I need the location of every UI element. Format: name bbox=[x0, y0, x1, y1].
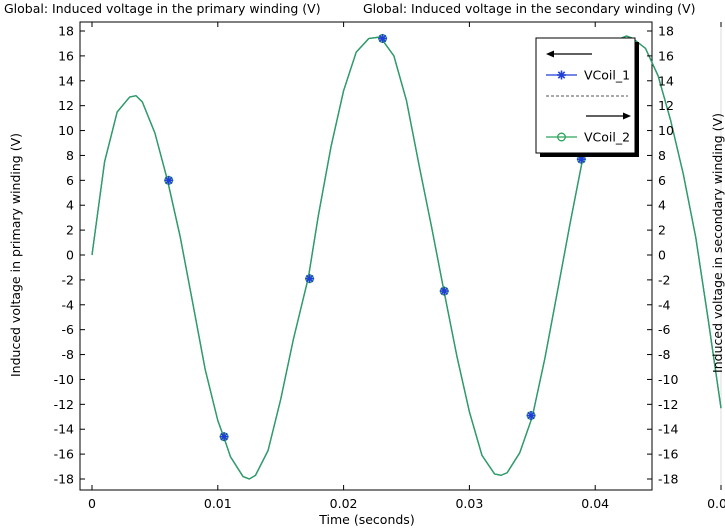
marker-vcoil-1 bbox=[219, 432, 229, 442]
star-marker-icon bbox=[557, 70, 566, 80]
y-tick-label-left: -6 bbox=[62, 322, 75, 337]
y-tick-label-left: 8 bbox=[66, 148, 74, 163]
y-tick-label-left: -2 bbox=[62, 272, 74, 287]
x-tick-label: 0 bbox=[88, 496, 96, 511]
y-tick-label-right: -4 bbox=[658, 297, 671, 312]
y-tick-label-left: -12 bbox=[54, 397, 74, 412]
marker-vcoil-1 bbox=[305, 274, 315, 284]
y-tick-label-left: 14 bbox=[58, 73, 74, 88]
x-tick-label: 0.04 bbox=[581, 496, 609, 511]
chart-title-primary: Global: Induced voltage in the primary w… bbox=[4, 1, 321, 16]
arrow-right-icon bbox=[586, 112, 631, 120]
x-axis: 0 0.01 0.02 0.03 0.04 0.05 bbox=[88, 22, 725, 511]
chart-title-secondary: Global: Induced voltage in the secondary… bbox=[363, 1, 695, 16]
marker-vcoil-1 bbox=[526, 411, 536, 421]
y-tick-label-left: -14 bbox=[54, 422, 74, 437]
legend-label-vcoil-1: VCoil_1 bbox=[584, 68, 630, 83]
y-tick-label-right: 8 bbox=[658, 148, 666, 163]
y-tick-label-right: 18 bbox=[658, 24, 674, 39]
y-tick-label-left: 0 bbox=[66, 248, 74, 263]
y-tick-label-right: 6 bbox=[658, 173, 666, 188]
y-tick-label-right: -2 bbox=[658, 272, 670, 287]
y-tick-label-left: 10 bbox=[58, 123, 74, 138]
y-tick-label-left: 4 bbox=[66, 198, 74, 213]
y-tick-label-right: 16 bbox=[658, 48, 674, 63]
x-tick-label: 0.01 bbox=[204, 496, 232, 511]
y-tick-label-left: -18 bbox=[54, 472, 74, 487]
legend-label-vcoil-2: VCoil_2 bbox=[584, 130, 630, 145]
y-tick-label-right: -6 bbox=[658, 322, 671, 337]
y-tick-label-left: -16 bbox=[54, 447, 74, 462]
y-axis-left: -18 -16 -14 -12 -10 -8 -6 -4 -2 0 2 4 6 8 10 12 14 16 18 bbox=[54, 24, 85, 487]
y-axis-right: -18 -16 -14 -12 -10 -8 -6 -4 -2 0 2 4 6 8 10 12 14 16 18 bbox=[647, 24, 678, 487]
y-axis-label-right: Induced voltage in secondary winding (V) bbox=[710, 113, 725, 373]
y-tick-label-right: 14 bbox=[658, 73, 674, 88]
x-axis-label: Time (seconds) bbox=[318, 512, 414, 527]
y-tick-label-left: -10 bbox=[54, 372, 74, 387]
y-tick-label-left: 2 bbox=[66, 223, 74, 238]
circle-marker-icon bbox=[557, 132, 566, 142]
marker-vcoil-1 bbox=[576, 154, 586, 164]
y-tick-label-right: -16 bbox=[658, 447, 678, 462]
marker-vcoil-1 bbox=[439, 286, 449, 296]
y-tick-label-right: -12 bbox=[658, 397, 678, 412]
y-tick-label-left: 6 bbox=[66, 173, 74, 188]
y-tick-label-left: 16 bbox=[58, 48, 74, 63]
legend: VCoil_1 VCoil_2 bbox=[535, 37, 639, 157]
marker-vcoil-1 bbox=[164, 175, 174, 185]
y-tick-label-left: -8 bbox=[62, 347, 75, 362]
y-tick-label-right: -8 bbox=[658, 347, 671, 362]
y-tick-label-left: 18 bbox=[58, 24, 74, 39]
y-tick-label-right: 10 bbox=[658, 123, 674, 138]
y-tick-label-right: 0 bbox=[658, 248, 666, 263]
y-tick-label-right: -10 bbox=[658, 372, 678, 387]
arrow-left-icon bbox=[546, 50, 592, 58]
x-tick-label: 0.02 bbox=[330, 496, 358, 511]
y-tick-label-left: 12 bbox=[58, 98, 74, 113]
y-axis-label-left: Induced voltage in primary winding (V) bbox=[8, 133, 23, 377]
marker-vcoil-1 bbox=[378, 33, 388, 43]
y-tick-label-right: 2 bbox=[658, 223, 666, 238]
x-tick-label: 0.03 bbox=[455, 496, 483, 511]
y-tick-label-right: 4 bbox=[658, 198, 666, 213]
y-tick-label-right: -14 bbox=[658, 422, 678, 437]
x-tick-label: 0.05 bbox=[707, 496, 725, 511]
y-tick-label-left: -4 bbox=[62, 297, 75, 312]
y-tick-label-right: -18 bbox=[658, 472, 678, 487]
y-tick-label-right: 12 bbox=[658, 98, 674, 113]
